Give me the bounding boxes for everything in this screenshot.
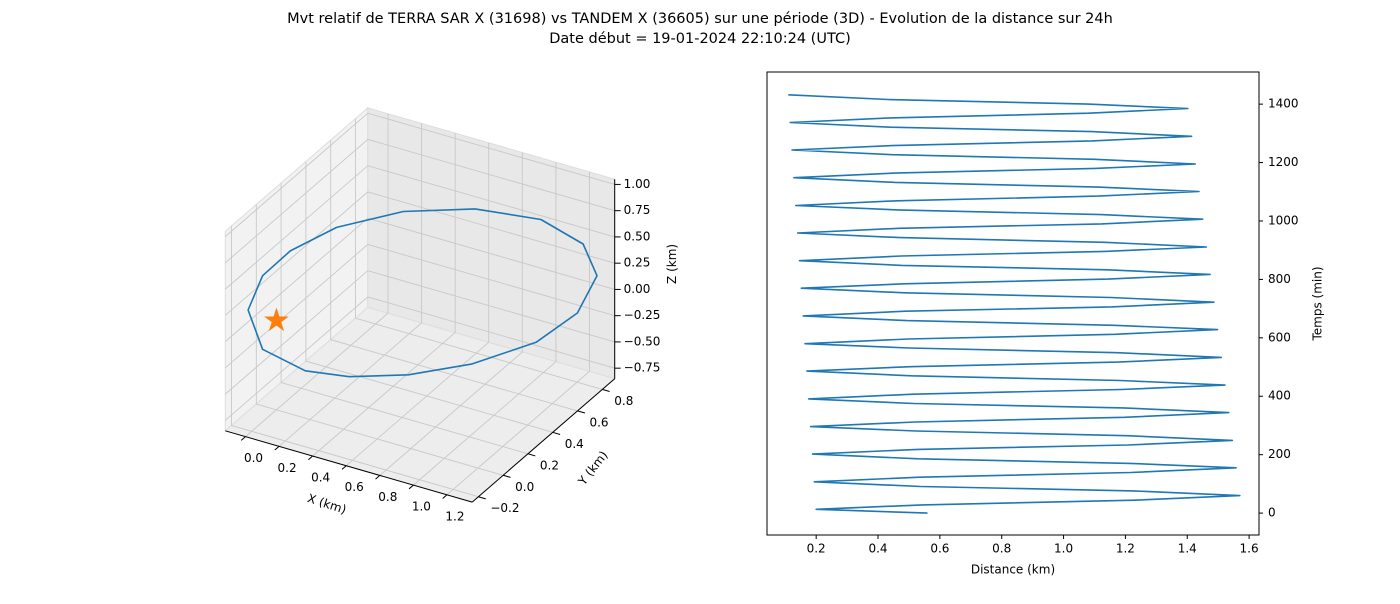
tick-mark [240,436,246,441]
x-tick-label: 0.2 [807,542,826,556]
distance-line [788,94,1241,514]
y-tick-label: 1400 [1268,97,1299,111]
y-tick-label: 600 [1268,330,1291,344]
grid-line [280,183,529,455]
tick-mark [274,445,280,451]
x-tick-label: 1.6 [1240,542,1259,556]
z-tick-label: 1.00 [624,177,651,191]
y-axis-label: Temps (min) [1311,266,1325,341]
y-tick-label: 800 [1268,272,1291,286]
y-tick-label: 0.2 [540,458,559,472]
plot-distance: 0.2 0.4 0.6 0.8 1.0 1.2 1.4 1.6 0 200 400 600 800 100… [766,71,1325,577]
y-tick-label: −0.2 [490,501,519,515]
plot-3d: 0.0 0.2 0.4 0.6 0.8 1.0 1.2 −0.2 0.0 0.2 0.4 0.6 0.8… [224,106,679,523]
grid-line [225,270,615,395]
grid-line [225,217,615,342]
x-tick-label: 1.2 [445,509,464,523]
x-tick-label: 0.2 [278,461,297,475]
y-tick-label: 400 [1268,389,1291,403]
z-axis-label: Z (km) [665,244,679,284]
z-tick-label: −0.25 [624,308,661,322]
x-tick-label: 0.8 [378,490,397,504]
y-tick-label: 0 [1268,506,1276,520]
tick-mark [602,388,610,393]
x-tick-label: 0.6 [345,480,364,494]
z-tick-label: 0.50 [624,229,651,243]
x-tick-label: 0.4 [868,542,887,556]
grid-line [330,140,578,412]
grid-line [379,152,523,476]
grid-line [446,171,590,496]
grid-line [245,113,389,437]
grid-line [225,165,615,290]
grid-line [278,123,423,447]
z-tick-label: 0.25 [624,256,651,270]
title-line: Date début = 19-01-2024 22:10:24 (UTC) [549,31,851,47]
y-tick-label: 200 [1268,447,1291,461]
x-tick-label: 1.4 [1178,542,1197,556]
y-tick-label: 0.4 [565,437,584,451]
z-tick-label: −0.50 [624,334,661,348]
start-marker [264,307,289,332]
tick-mark [442,494,448,499]
tick-mark [408,484,414,490]
tick-mark [341,465,347,470]
x-tick-label: 1.2 [1116,542,1135,556]
x-tick-label: 0.0 [244,451,263,465]
x-tick-label: 0.4 [311,471,330,485]
x-axis-label: Distance (km) [971,563,1055,577]
y-tick-label: 0.8 [614,394,633,408]
tick-mark [527,453,536,457]
grid-line [255,204,504,476]
grid-line [345,142,490,467]
grid-line [355,118,603,390]
y-axis-line [471,378,616,503]
grid-line [231,226,479,498]
x-tick-label: 0.8 [992,542,1011,556]
grid-line [312,133,456,457]
tick-mark [308,455,313,461]
y-tick-label: 0.0 [515,480,534,494]
grid-line [225,296,615,421]
orbit-line [247,208,598,378]
x-axis-line [225,430,473,503]
title-line: Mvt relatif de TERRA SAR X (31698) vs TA… [287,11,1113,27]
y-tick-label: 0.6 [589,415,608,429]
x-tick-label: 1.0 [412,500,431,514]
tick-mark [375,475,381,480]
tick-mark [502,474,511,478]
grid-line [225,191,615,316]
y-tick-label: 1000 [1268,213,1299,227]
z-tick-label: −0.75 [624,361,661,375]
y-tick-label: 1200 [1268,155,1299,169]
grid-line [225,138,615,264]
x-tick-label: 1.0 [1054,542,1073,556]
x-tick-label: 0.6 [930,542,949,556]
grid-line [305,161,553,433]
z-tick-label: 0.00 [624,282,651,296]
grid-line [225,112,615,237]
tick-mark [577,410,586,414]
tick-mark [478,496,486,500]
tick-mark [552,431,561,435]
plot-frame [766,71,1260,536]
z-tick-label: 0.75 [624,203,651,217]
